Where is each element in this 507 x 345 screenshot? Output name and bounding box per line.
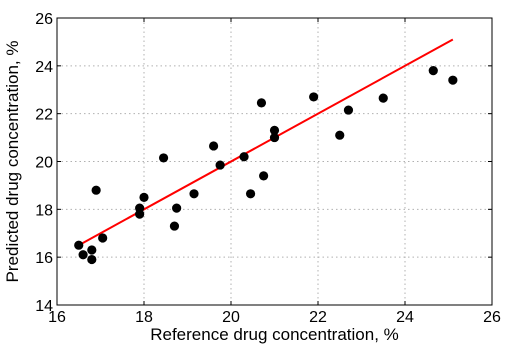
- data-point: [239, 152, 249, 162]
- data-point: [139, 192, 149, 202]
- x-tick-label: 22: [309, 309, 327, 326]
- data-point: [87, 245, 97, 255]
- y-axis-tick-labels: 14 16 18 20 22 24 26: [35, 11, 53, 315]
- x-axis-label: Reference drug concentration, %: [150, 325, 399, 344]
- data-point: [189, 189, 199, 199]
- y-tick-label: 16: [35, 250, 53, 267]
- y-tick-label: 20: [35, 155, 53, 172]
- data-point: [309, 92, 319, 102]
- data-points: [74, 66, 458, 265]
- data-point: [91, 185, 101, 195]
- y-tick-label: 24: [35, 59, 53, 76]
- data-point: [215, 160, 225, 170]
- y-axis-label: Predicted drug concentration, %: [3, 41, 22, 283]
- data-point: [135, 209, 145, 219]
- data-point: [169, 221, 180, 231]
- data-point: [378, 93, 388, 103]
- data-point: [172, 203, 182, 213]
- data-point: [448, 75, 458, 85]
- x-axis-tick-labels: 16 18 20 22 24 26: [48, 309, 501, 326]
- data-point: [256, 98, 267, 108]
- data-point: [335, 130, 345, 140]
- data-point: [269, 125, 280, 136]
- data-point: [209, 141, 219, 151]
- data-point: [158, 153, 169, 163]
- data-point: [259, 171, 269, 181]
- y-tick-label: 18: [35, 202, 53, 219]
- data-point: [269, 132, 280, 143]
- data-point: [245, 189, 256, 199]
- y-tick-label: 22: [35, 107, 53, 124]
- plot-area-border: [56, 17, 493, 306]
- data-point: [74, 240, 84, 250]
- data-point: [98, 233, 108, 243]
- x-tick-label: 16: [48, 309, 66, 326]
- x-tick-label: 24: [396, 309, 414, 326]
- grid-lines: [57, 18, 492, 305]
- x-tick-label: 18: [135, 309, 153, 326]
- data-point: [87, 254, 97, 265]
- x-tick-label: 20: [222, 309, 240, 326]
- data-point: [428, 66, 438, 76]
- x-tick-label: 26: [483, 309, 501, 326]
- axis-ticks: [56, 17, 493, 306]
- y-tick-label: 14: [35, 298, 53, 315]
- data-point: [78, 250, 88, 260]
- y-tick-label: 26: [35, 11, 53, 28]
- data-point: [343, 105, 354, 115]
